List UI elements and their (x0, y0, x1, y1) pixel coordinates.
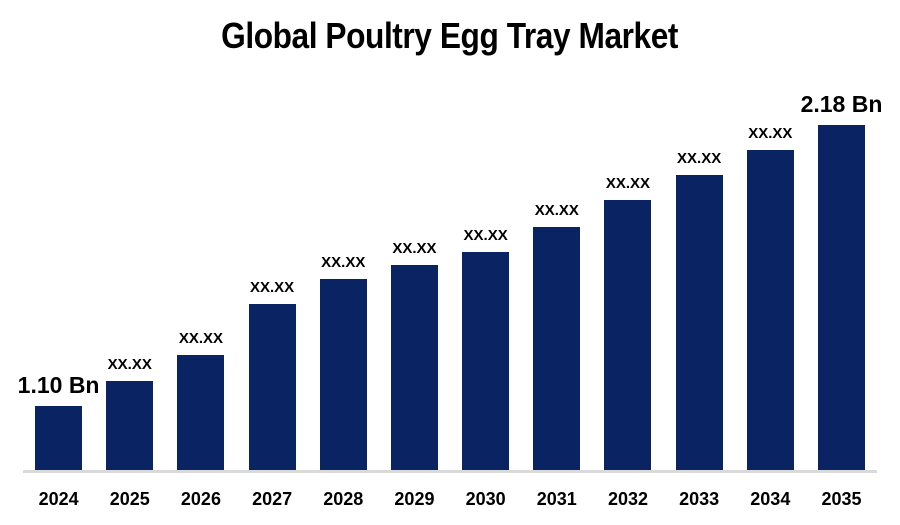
bar-2026 (177, 355, 225, 470)
bar-2033 (675, 175, 723, 470)
bar-2032 (604, 200, 652, 470)
x-tick-2024: 2024 (38, 489, 79, 509)
bar-column-2024: 1.10 Bn (18, 372, 100, 470)
bar-value-label-2030: XX.XX (463, 226, 508, 244)
x-tick-2029: 2029 (394, 489, 435, 509)
bar-value-label-2026: XX.XX (178, 329, 224, 347)
chart-title-text: Global Poultry Egg Tray Market (221, 15, 679, 56)
bar-value-label-2032: XX.XX (605, 174, 651, 192)
x-tick-2033: 2033 (679, 489, 720, 509)
x-tick-2028: 2028 (323, 489, 364, 509)
bar-column-2035: 2.18 Bn (801, 91, 882, 470)
bar-2025 (106, 381, 154, 470)
x-tick-2031: 2031 (536, 489, 577, 509)
x-tick-2034: 2034 (750, 489, 791, 509)
bar-column-2032: XX.XX (592, 174, 663, 470)
bar-value-label-2025: XX.XX (107, 355, 152, 373)
bar-2027 (248, 304, 296, 470)
bar-value-label-2029: XX.XX (392, 239, 437, 257)
plot-area: 1.10 Bn XX.XX XX.XX XX.XX XX.XX XX.XX XX.XX XX.… (18, 0, 882, 473)
bar-2024 (35, 406, 83, 470)
bars-container: 1.10 Bn XX.XX XX.XX XX.XX XX.XX XX.XX XX.XX XX.… (18, 0, 882, 470)
chart-title: Global Poultry Egg Tray Market (0, 16, 900, 56)
bar-column-2031: XX.XX (521, 201, 592, 470)
bar-value-label-2027: XX.XX (250, 278, 295, 296)
bar-value-label-2031: XX.XX (534, 201, 579, 219)
bar-2028 (319, 279, 367, 470)
bar-column-2027: XX.XX (237, 278, 308, 470)
bar-column-2025: XX.XX (94, 355, 165, 470)
bar-value-label-2024: 1.10 Bn (17, 371, 100, 398)
bar-column-2033: XX.XX (664, 149, 735, 470)
bar-value-label-2028: XX.XX (321, 253, 366, 271)
bar-value-label-2034: XX.XX (748, 124, 793, 142)
bar-2034 (746, 150, 794, 470)
x-tick-2032: 2032 (607, 489, 648, 509)
bar-column-2029: XX.XX (379, 239, 450, 470)
bar-2030 (462, 252, 510, 470)
x-tick-2025: 2025 (109, 489, 150, 509)
bar-2029 (390, 265, 438, 470)
bar-column-2034: XX.XX (735, 124, 806, 470)
bar-value-label-2033: XX.XX (677, 149, 722, 167)
x-tick-2035: 2035 (821, 489, 862, 509)
x-axis-labels: 2024 2025 2026 2027 2028 2029 2030 2031 2032 2033… (23, 489, 877, 510)
x-tick-2027: 2027 (252, 489, 293, 509)
x-tick-2026: 2026 (180, 489, 221, 509)
bar-column-2026: XX.XX (165, 329, 236, 470)
x-tick-2030: 2030 (465, 489, 506, 509)
bar-column-2028: XX.XX (308, 253, 379, 470)
bar-column-2030: XX.XX (450, 226, 521, 470)
bar-2035 (817, 125, 865, 470)
bar-value-label-2035: 2.18 Bn (800, 90, 883, 117)
bar-2031 (533, 227, 581, 470)
